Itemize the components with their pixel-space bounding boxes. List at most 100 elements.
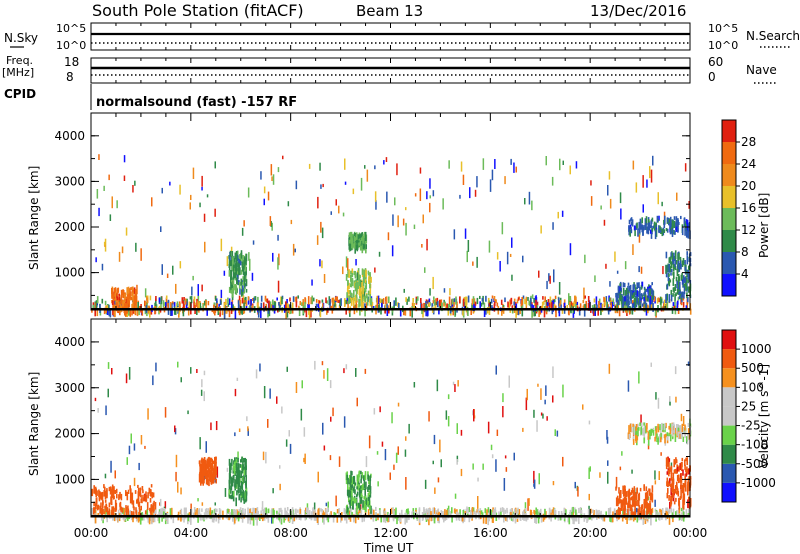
echo-cell: [247, 296, 250, 301]
scatter-echo: [391, 245, 394, 257]
echo-cell: [375, 506, 377, 511]
echo-cell: [533, 509, 535, 514]
echo-cell: [356, 244, 359, 252]
echo-cell: [637, 423, 639, 430]
echo-cell: [204, 509, 207, 518]
echo-cell: [243, 468, 246, 476]
scatter-echo: [197, 284, 199, 297]
echo-cell: [361, 294, 363, 301]
echo-cell: [670, 509, 673, 513]
echo-cell: [270, 304, 273, 311]
echo-cell: [138, 509, 141, 518]
scatter-echo: [616, 270, 619, 274]
echo-cell: [370, 505, 372, 514]
echo-cell: [235, 497, 237, 507]
echo-cell: [481, 512, 484, 517]
echo-cell: [583, 308, 586, 317]
echo-cell: [241, 309, 243, 315]
echo-cell: [540, 308, 543, 313]
echo-cell: [639, 218, 642, 226]
echo-cell: [517, 297, 520, 301]
echo-cell: [620, 295, 623, 300]
echo-cell: [221, 308, 224, 316]
echo-cell: [670, 261, 673, 269]
echo-cell: [103, 490, 105, 497]
echo-cell: [369, 475, 372, 482]
echo-cell: [645, 288, 648, 292]
echo-cell: [356, 474, 359, 482]
echo-cell: [245, 492, 248, 502]
echo-cell: [628, 491, 630, 499]
echo-cell: [235, 285, 237, 292]
echo-cell: [361, 244, 364, 254]
echo-cell: [367, 474, 369, 481]
echo-cell: [302, 299, 304, 307]
scatter-echo: [440, 459, 442, 468]
echo-cell: [656, 510, 659, 516]
echo-cell: [649, 301, 651, 309]
echo-cell: [263, 509, 265, 515]
scatter-echo: [489, 179, 492, 192]
echo-cell: [353, 243, 356, 249]
echo-cell: [632, 511, 634, 518]
scatter-echo: [214, 161, 216, 169]
echo-cell: [672, 278, 675, 286]
scatter-echo: [482, 158, 485, 170]
echo-cell: [618, 500, 620, 505]
echo-cell: [510, 297, 513, 305]
echo-cell: [366, 297, 369, 306]
colorbar-segment: [722, 425, 736, 445]
echo-cell: [196, 508, 199, 516]
echo-cell: [399, 512, 401, 517]
echo-cell: [187, 306, 190, 316]
echo-cell: [367, 496, 370, 501]
echo-cell: [676, 280, 678, 289]
echo-cell: [682, 485, 684, 490]
echo-cell: [244, 492, 247, 500]
echo-cell: [356, 481, 359, 490]
scatter-echo: [201, 284, 203, 292]
echo-cell: [245, 273, 247, 282]
echo-cell: [360, 475, 363, 480]
echo-cell: [208, 479, 210, 487]
velocity-panel: [91, 360, 692, 526]
echo-cell: [616, 509, 618, 519]
echo-cell: [347, 482, 349, 492]
echo-cell: [688, 223, 691, 228]
echo-cell: [126, 301, 128, 306]
echo-cell: [488, 302, 491, 307]
echo-cell: [136, 307, 139, 317]
scatter-echo: [413, 382, 416, 388]
echo-cell: [189, 513, 191, 523]
echo-cell: [100, 502, 102, 508]
scatter-echo: [544, 399, 546, 405]
echo-cell: [152, 502, 155, 512]
scatter-echo: [397, 446, 399, 455]
echo-cell: [433, 507, 435, 514]
scatter-echo: [379, 406, 381, 413]
echo-cell: [358, 503, 361, 507]
echo-cell: [245, 258, 247, 266]
echo-cell: [232, 304, 234, 311]
echo-cell: [663, 223, 666, 229]
scatter-echo: [161, 264, 163, 275]
echo-cell: [683, 285, 686, 295]
figure-title: South Pole Station (fitACF): [92, 1, 304, 20]
echo-cell: [235, 458, 238, 466]
echo-cell: [558, 511, 560, 518]
scatter-echo: [329, 455, 332, 461]
echo-cell: [203, 467, 205, 477]
echo-cell: [355, 301, 357, 310]
echo-cell: [230, 282, 232, 291]
echo-cell: [228, 479, 231, 489]
echo-cell: [350, 475, 352, 483]
echo-cell: [373, 509, 375, 516]
echo-cell: [312, 508, 314, 517]
echo-cell: [670, 487, 672, 496]
echo-cell: [500, 510, 502, 518]
echo-cell: [237, 482, 239, 486]
scatter-echo: [125, 227, 128, 236]
echo-cell: [685, 305, 688, 310]
echo-cell: [240, 459, 242, 463]
scatter-echo: [456, 423, 458, 434]
